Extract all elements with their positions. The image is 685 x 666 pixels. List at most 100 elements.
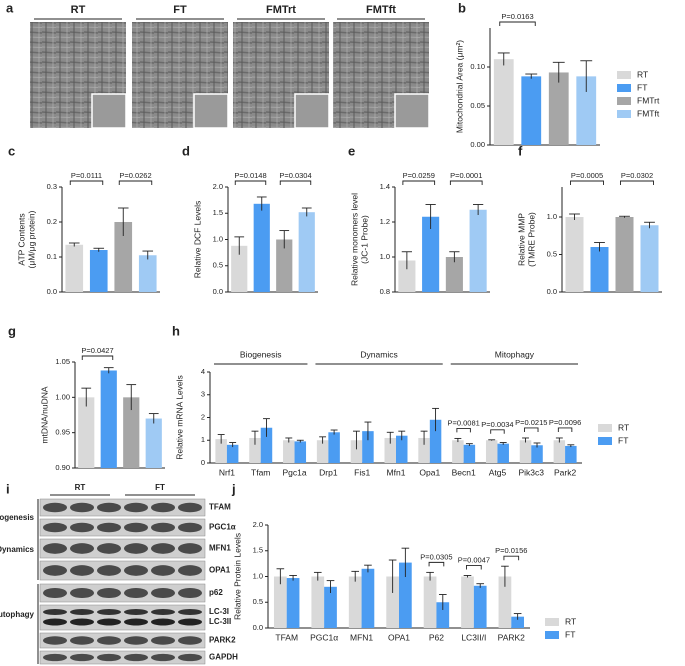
p-value: P=0.0001 xyxy=(450,171,482,180)
x-tick-label: Tfam xyxy=(251,467,270,477)
legend-label: FMTrt xyxy=(637,95,660,105)
blot-band xyxy=(43,618,67,626)
y-tick-label: 0.0 xyxy=(47,287,57,296)
blot-band xyxy=(124,565,148,576)
bar xyxy=(249,437,261,463)
legend-swatch xyxy=(617,71,631,79)
bar xyxy=(452,440,464,463)
band-label: GAPDH xyxy=(209,653,238,662)
bar xyxy=(316,440,329,463)
p-bracket xyxy=(620,180,654,185)
y-tick-label: 1.4 xyxy=(380,182,390,191)
legend-swatch xyxy=(617,84,631,92)
blot-band xyxy=(151,618,175,626)
blot-band xyxy=(124,609,148,615)
panel-letter: e xyxy=(348,143,355,158)
blot-band xyxy=(124,636,148,645)
bar xyxy=(615,217,634,292)
blot-band xyxy=(124,653,148,662)
inset xyxy=(193,93,229,129)
x-tick-label: LC3II/I xyxy=(461,632,486,642)
bar xyxy=(145,418,162,468)
blot-band xyxy=(178,587,202,599)
y-tick-label: 1.0 xyxy=(213,234,223,243)
blot-band xyxy=(97,587,121,599)
y-axis-label: Mitochondrial Area (μm²) xyxy=(454,40,464,133)
bar xyxy=(461,576,474,628)
x-tick-label: MFN1 xyxy=(350,632,373,642)
x-tick-label: TFAM xyxy=(275,632,298,642)
p-bracket xyxy=(499,21,536,26)
band-label: TFAM xyxy=(209,503,231,512)
bar xyxy=(65,244,84,292)
blot-band xyxy=(70,565,94,576)
band-label: LC-3I xyxy=(209,607,229,616)
bar xyxy=(498,576,512,628)
legend-swatch xyxy=(617,110,631,118)
y-axis-label: ATP Contents xyxy=(16,213,26,265)
y-tick-label: 1.0 xyxy=(547,212,557,221)
bar xyxy=(436,602,450,628)
bar xyxy=(123,397,140,468)
p-value: P=0.0081 xyxy=(447,418,479,427)
p-value: P=0.0047 xyxy=(458,555,490,564)
bar xyxy=(493,59,514,146)
bar xyxy=(565,217,584,292)
x-tick-label: Fis1 xyxy=(354,467,370,477)
y-tick-label: 2.0 xyxy=(213,182,223,191)
bar xyxy=(485,440,498,463)
bar xyxy=(640,225,659,292)
y-tick-label: 0.0 xyxy=(253,623,263,632)
bar xyxy=(386,576,399,628)
blot-band xyxy=(151,565,175,576)
legend-label: RT xyxy=(637,69,648,79)
blot-band xyxy=(124,618,148,626)
micrograph-label: FT xyxy=(173,4,187,16)
blot-band xyxy=(178,543,202,554)
micrograph-label: RT xyxy=(71,4,86,16)
x-tick-label: Opa1 xyxy=(419,467,440,477)
bar xyxy=(324,586,337,628)
x-tick-label: Nrf1 xyxy=(219,467,235,477)
blot-band xyxy=(43,543,67,554)
bar xyxy=(273,576,287,628)
blot-band xyxy=(43,609,67,615)
p-bracket xyxy=(69,180,104,185)
y-tick-label: 1.5 xyxy=(213,208,223,217)
bar xyxy=(473,585,487,628)
blot-band xyxy=(97,502,121,513)
blot-band xyxy=(70,653,94,662)
bar xyxy=(294,441,307,463)
y-axis-label: Relative MMP xyxy=(516,213,526,266)
bar xyxy=(361,568,375,628)
inset xyxy=(91,93,127,129)
y-tick-label: 2 xyxy=(201,412,205,421)
p-value: P=0.0427 xyxy=(81,346,113,355)
group-label: Biogenesis xyxy=(240,349,282,359)
x-tick-label: P62 xyxy=(429,632,444,642)
y-tick-label: 0.2 xyxy=(47,217,57,226)
x-tick-label: Drp1 xyxy=(319,467,338,477)
x-tick-label: Becn1 xyxy=(452,467,476,477)
section-label: Autophagy xyxy=(0,610,35,619)
bar xyxy=(231,245,248,292)
blot-band xyxy=(151,522,175,533)
p-bracket xyxy=(402,180,436,185)
p-value: P=0.0034 xyxy=(481,420,513,429)
x-tick-label: Atg5 xyxy=(489,467,507,477)
p-value: P=0.0262 xyxy=(119,171,151,180)
y-tick-label: 1.0 xyxy=(253,571,263,580)
y-axis-label: Relative DCF Levels xyxy=(192,201,202,278)
blot-band xyxy=(178,502,202,513)
y-tick-label: 0 xyxy=(201,458,205,467)
y-tick-label: 0.95 xyxy=(55,428,70,437)
bar xyxy=(445,257,463,292)
blot-band xyxy=(70,522,94,533)
band-label: p62 xyxy=(209,588,223,597)
blot-band xyxy=(97,636,121,645)
blot-band xyxy=(70,609,94,615)
legend-label: RT xyxy=(618,422,629,432)
blot-band xyxy=(43,502,67,513)
p-bracket xyxy=(503,555,520,561)
y-tick-label: 0.1 xyxy=(47,252,57,261)
